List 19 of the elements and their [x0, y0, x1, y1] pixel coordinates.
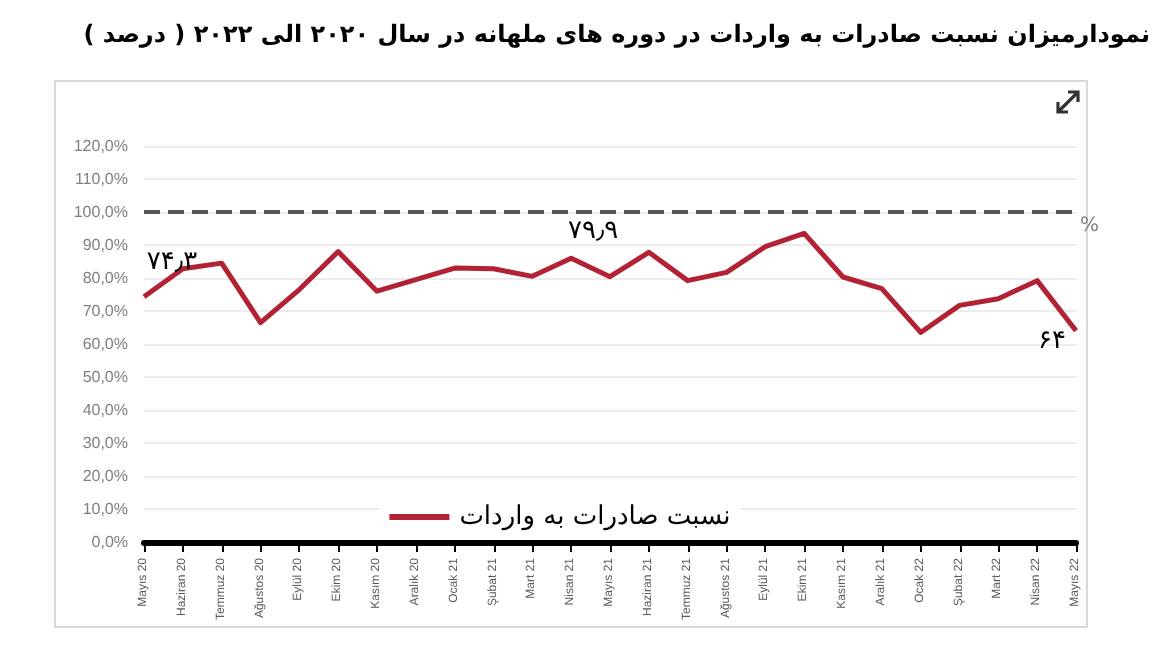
y-tick-label: 110,0% — [74, 170, 128, 188]
y-tick-label: 70,0% — [82, 302, 128, 320]
y-tick-label: 60,0% — [82, 335, 128, 353]
y-tick-label: 20,0% — [82, 467, 128, 485]
y-tick-label: 90,0% — [82, 236, 128, 254]
y-tick-label: 40,0% — [82, 401, 128, 419]
y-tick-label: 30,0% — [82, 434, 128, 452]
legend-label: نسبت صادرات به واردات — [459, 502, 731, 532]
y-tick-label: 120,0% — [73, 137, 128, 155]
y-tick-label: 0,0% — [91, 533, 128, 551]
annotation: ۷۹٫۹ — [568, 216, 619, 246]
chart-title: نمودارمیزان نسبت صادرات به واردات در دوره های ملهانه در سال ۲۰۲۰ الی ۲۰۲۲ ( درصد ) — [81, 20, 1150, 48]
data-label: ۶۴ — [1038, 325, 1067, 356]
y-tick-label: 80,0% — [82, 269, 128, 287]
data-label: ۷۴٫۳ — [146, 246, 198, 277]
y-tick-label: 10,0% — [82, 500, 128, 518]
text: % — [1080, 215, 1100, 237]
y-tick-label: 100,0% — [73, 203, 128, 221]
y-tick-label: 50,0% — [82, 368, 128, 386]
